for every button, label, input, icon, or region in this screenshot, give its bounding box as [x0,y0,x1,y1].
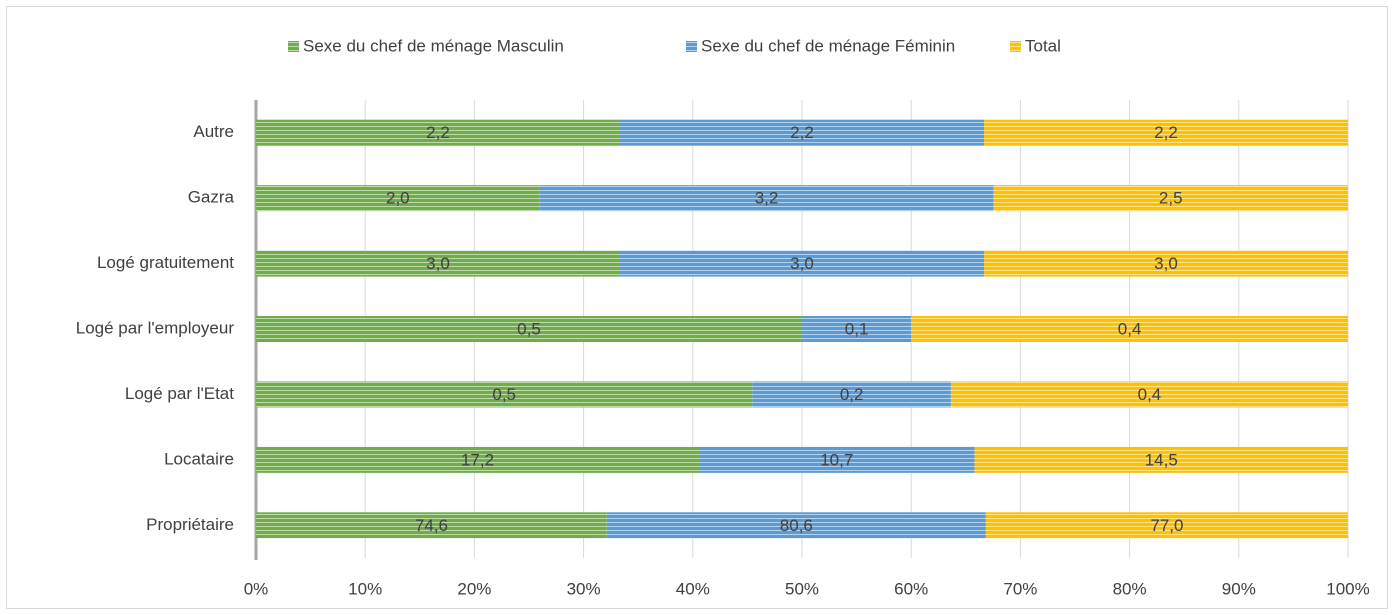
data-label: 2,2 [426,123,450,142]
data-label: 3,2 [755,189,779,208]
legend-swatch [1010,41,1021,52]
y-tick-label: Logé par l'employeur [76,318,235,337]
data-label: 2,0 [386,189,410,208]
bar-segment [752,381,951,408]
bar-segment [974,446,1348,473]
bar-segment [620,250,984,277]
bar-segment [256,381,753,408]
data-label: 3,0 [1154,254,1178,273]
x-tick-label: 100% [1326,579,1369,598]
data-label: 10,7 [820,450,853,469]
data-label: 0,2 [840,385,864,404]
bar-segment [950,381,1348,408]
data-label: 77,0 [1150,516,1183,535]
data-label: 14,5 [1145,450,1178,469]
x-tick-label: 60% [894,579,928,598]
data-label: 80,6 [780,516,813,535]
bar-segment [256,512,607,539]
data-label: 0,5 [517,319,541,338]
bar-segment [984,119,1348,146]
bar-segment [256,119,620,146]
y-tick-label: Locataire [164,449,234,468]
data-label: 3,0 [790,254,814,273]
x-tick-label: 40% [676,579,710,598]
legend-label: Total [1025,36,1061,55]
data-label: 17,2 [461,450,494,469]
data-label: 0,1 [845,319,869,338]
data-label: 2,5 [1159,189,1183,208]
x-tick-label: 70% [1003,579,1037,598]
x-tick-label: 20% [457,579,491,598]
y-tick-label: Gazra [188,188,235,207]
bar-segment [256,185,540,212]
legend-label: Sexe du chef de ménage Masculin [303,36,564,55]
y-tick-label: Propriétaire [146,515,234,534]
chart-border [6,6,1388,609]
data-label: 2,2 [1154,123,1178,142]
bar-segment [802,316,912,342]
legend-swatch [288,41,299,52]
bar-segment [256,446,699,473]
data-label: 3,0 [426,254,450,273]
bar-segment [985,512,1348,539]
bar-segment [698,446,975,473]
bar-segment [911,316,1348,342]
data-label: 0,5 [492,385,516,404]
x-tick-label: 80% [1113,579,1147,598]
legend-swatch [686,41,697,52]
x-tick-label: 50% [785,579,819,598]
bar-segment [984,250,1348,277]
bar-segment [539,185,994,212]
data-label: 2,2 [790,123,814,142]
bar-segment [606,512,986,539]
data-label: 74,6 [415,516,448,535]
bar-segment [256,316,802,342]
x-tick-label: 30% [567,579,601,598]
data-label: 0,4 [1138,385,1162,404]
x-tick-label: 10% [348,579,382,598]
bar-segment [256,250,620,277]
x-tick-label: 0% [244,579,269,598]
bar-segment [620,119,984,146]
legend-label: Sexe du chef de ménage Féminin [701,36,955,55]
y-tick-label: Logé gratuitement [97,253,234,272]
data-label: 0,4 [1118,319,1142,338]
x-tick-label: 90% [1222,579,1256,598]
y-tick-label: Logé par l'Etat [125,384,234,403]
bar-segment [993,185,1348,212]
y-tick-label: Autre [193,122,234,141]
